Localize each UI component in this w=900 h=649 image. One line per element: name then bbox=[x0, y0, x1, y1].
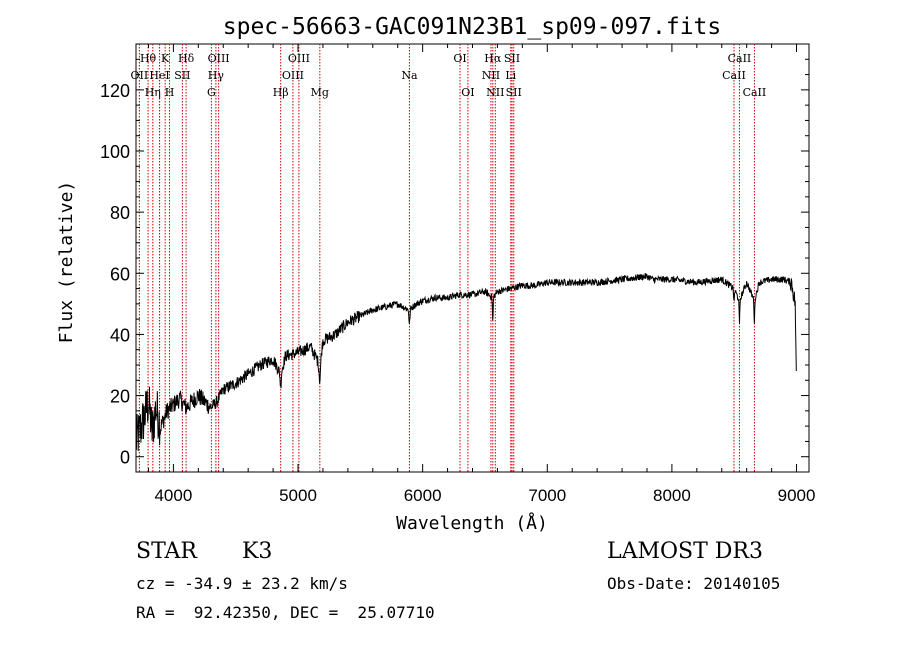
line-label: NII bbox=[482, 69, 500, 82]
y-tick-label: 100 bbox=[100, 142, 130, 162]
line-label: OIII bbox=[288, 52, 310, 65]
line-label: G bbox=[207, 86, 216, 99]
line-label: Li bbox=[505, 69, 516, 82]
line-label: Hθ bbox=[140, 52, 157, 65]
line-label: Hδ bbox=[178, 52, 195, 65]
x-tick-label: 8000 bbox=[653, 486, 691, 505]
x-axis-label: Wavelength (Å) bbox=[396, 512, 548, 534]
y-axis: 0 20 40 60 80 100 120 bbox=[100, 58, 809, 468]
line-label: SII bbox=[174, 69, 190, 82]
object-subclass: K3 bbox=[242, 539, 273, 564]
x-axis: 4000 5000 6000 7000 8000 9000 bbox=[147, 44, 816, 505]
y-tick-label: 80 bbox=[110, 203, 130, 223]
line-label: Hβ bbox=[273, 86, 289, 99]
line-label: OII bbox=[131, 69, 149, 82]
line-label: HeI bbox=[149, 69, 169, 82]
x-tick-label: 4000 bbox=[154, 486, 192, 505]
plot-frame bbox=[135, 43, 810, 473]
line-label: SII bbox=[506, 86, 522, 99]
y-tick-label: 120 bbox=[100, 81, 130, 101]
line-label: Hγ bbox=[208, 69, 225, 82]
redshift-velocity: cz = -34.9 ± 23.2 km/s bbox=[136, 574, 348, 593]
y-axis-label: Flux (relative) bbox=[56, 181, 77, 344]
line-label: K bbox=[161, 52, 170, 65]
x-tick-label: 5000 bbox=[279, 486, 317, 505]
y-tick-label: 60 bbox=[110, 264, 130, 284]
spectral-line-labels: Hθ OII Hη K HeI H SII Hδ OIII Hγ G Hβ OIII OIII Mg Na OI… bbox=[131, 52, 767, 99]
line-label: CaII bbox=[722, 69, 746, 82]
chart-title: spec-56663-GAC091N23B1_sp09-097.fits bbox=[223, 14, 722, 40]
survey-name: LAMOST DR3 bbox=[607, 539, 763, 564]
spectral-line-markers bbox=[138, 44, 755, 472]
sky-coordinates: RA = 92.42350, DEC = 25.07710 bbox=[136, 603, 435, 622]
line-label: OIII bbox=[208, 52, 230, 65]
line-label: SII bbox=[504, 52, 520, 65]
line-label: CaII bbox=[728, 52, 752, 65]
observation-date: Obs-Date: 20140105 bbox=[607, 574, 781, 593]
y-tick-label: 0 bbox=[120, 448, 130, 468]
object-class: STAR bbox=[136, 539, 197, 564]
line-label: CaII bbox=[743, 86, 767, 99]
line-label: OIII bbox=[282, 69, 304, 82]
line-label: NII bbox=[486, 86, 504, 99]
line-label: Hη bbox=[145, 86, 161, 99]
y-tick-label: 40 bbox=[110, 325, 130, 345]
line-label: Mg bbox=[311, 86, 329, 99]
line-label: OI bbox=[461, 86, 474, 99]
line-label: OI bbox=[453, 52, 466, 65]
x-tick-label: 9000 bbox=[778, 486, 816, 505]
line-label: Hα bbox=[484, 52, 502, 65]
line-label: H bbox=[165, 86, 175, 99]
x-tick-label: 6000 bbox=[404, 486, 442, 505]
y-tick-label: 20 bbox=[110, 387, 130, 407]
flux-series-line bbox=[135, 273, 797, 452]
line-label: Na bbox=[401, 69, 418, 82]
x-tick-label: 7000 bbox=[528, 486, 566, 505]
